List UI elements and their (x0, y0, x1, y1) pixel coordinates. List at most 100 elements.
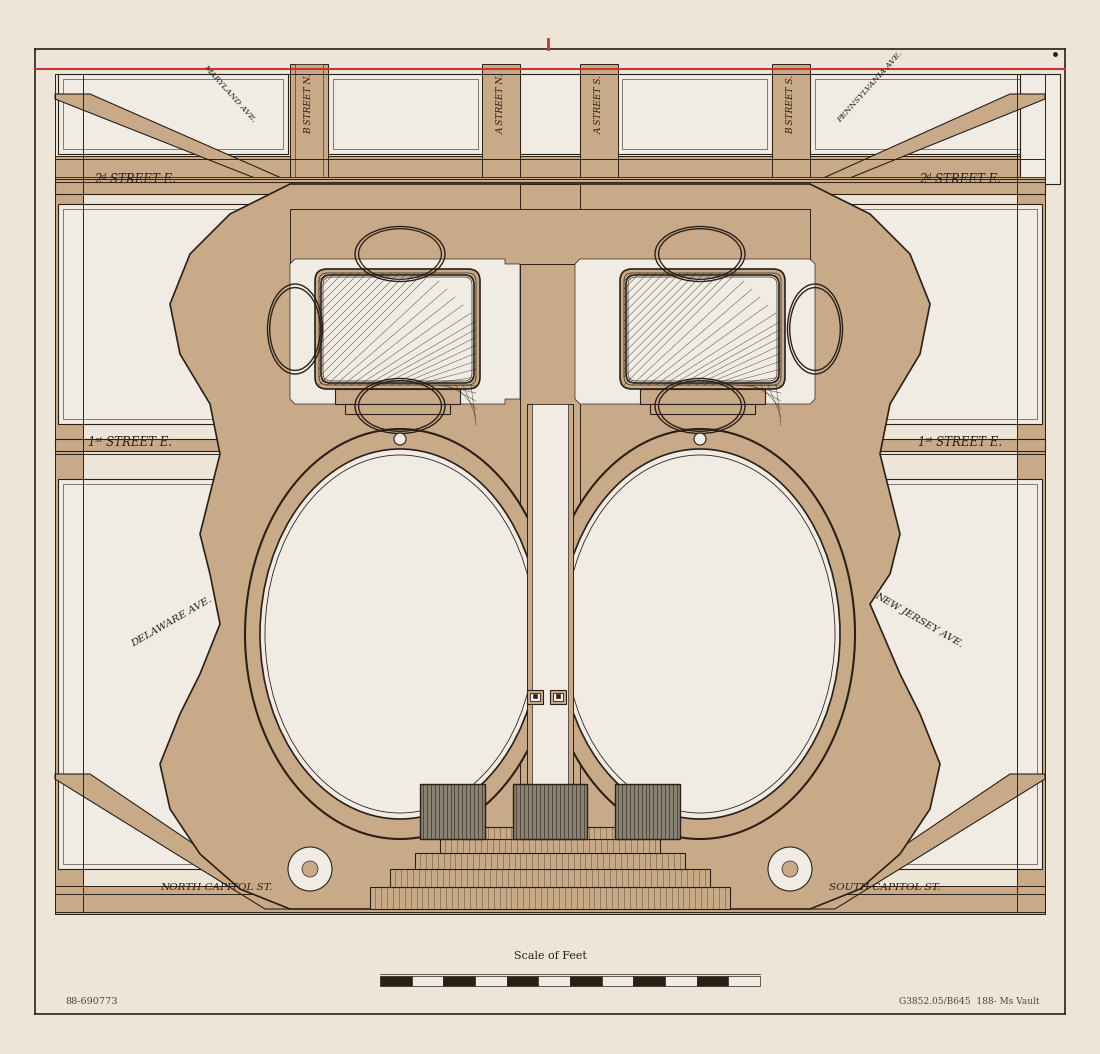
Text: DELAWARE AVE.: DELAWARE AVE. (130, 596, 214, 649)
Circle shape (394, 433, 406, 445)
Bar (55, 184, 82, 914)
Bar (55, 886, 1045, 914)
Text: B STREET S.: B STREET S. (786, 75, 795, 134)
Text: A STREET S.: A STREET S. (594, 75, 604, 134)
Text: A STREET N.: A STREET N. (496, 74, 506, 134)
Bar (527, 404, 573, 804)
Bar (295, 64, 323, 184)
Bar (817, 484, 1037, 864)
Bar (328, 74, 483, 154)
FancyBboxPatch shape (321, 275, 474, 383)
Bar (370, 887, 730, 909)
Polygon shape (160, 184, 940, 909)
Bar (812, 204, 1042, 424)
Text: 88-690773: 88-690773 (65, 997, 118, 1006)
Bar (420, 784, 485, 839)
Text: MARYLAND AVE.: MARYLAND AVE. (202, 63, 258, 124)
Text: 2ᵈ STREET E.: 2ᵈ STREET E. (94, 173, 176, 186)
Bar (534, 694, 537, 698)
Bar (55, 177, 1045, 182)
FancyBboxPatch shape (626, 275, 779, 383)
Ellipse shape (572, 462, 827, 806)
Text: SOUTH CAPITOL ST.: SOUTH CAPITOL ST. (828, 883, 940, 892)
Bar (55, 440, 290, 451)
Text: 2ᵈ STREET E.: 2ᵈ STREET E. (918, 173, 1001, 186)
Bar (634, 976, 665, 985)
Text: 1ˢᵗ STREET E.: 1ˢᵗ STREET E. (917, 436, 1002, 449)
Bar (333, 79, 478, 149)
Bar (290, 209, 810, 264)
Bar (817, 209, 1037, 419)
Bar (812, 479, 1042, 868)
Bar (336, 389, 460, 404)
Bar (58, 479, 288, 868)
Bar (556, 694, 560, 698)
Bar (440, 839, 660, 853)
Bar (666, 976, 696, 985)
FancyBboxPatch shape (315, 269, 480, 389)
Bar (290, 64, 328, 184)
Bar (345, 404, 450, 414)
Bar (640, 389, 764, 404)
Polygon shape (810, 774, 1045, 909)
Bar (615, 784, 680, 839)
Bar (475, 976, 507, 985)
Text: Scale of Feet: Scale of Feet (514, 951, 586, 961)
Bar (443, 976, 475, 985)
Bar (379, 976, 411, 985)
Text: NEW JERSEY AVE.: NEW JERSEY AVE. (873, 591, 965, 649)
Bar (810, 74, 1040, 154)
Bar (617, 74, 772, 154)
Bar (390, 868, 710, 887)
Bar (532, 404, 568, 799)
Bar (58, 204, 288, 424)
Bar (63, 484, 283, 864)
Text: PENNSYLVANIA AVE.: PENNSYLVANIA AVE. (836, 50, 904, 124)
Circle shape (288, 847, 332, 891)
FancyBboxPatch shape (620, 269, 785, 389)
Bar (696, 976, 728, 985)
Bar (1020, 74, 1060, 184)
Bar (55, 182, 1045, 194)
Bar (650, 404, 755, 414)
Bar (621, 79, 767, 149)
Text: B STREET N.: B STREET N. (305, 74, 314, 134)
Bar (465, 827, 635, 839)
Circle shape (302, 861, 318, 877)
Bar (63, 79, 283, 149)
Text: 1ˢᵗ STREET E.: 1ˢᵗ STREET E. (88, 436, 172, 449)
Text: G3852.05/B645  188- Ms Vault: G3852.05/B645 188- Ms Vault (900, 997, 1040, 1006)
Ellipse shape (544, 429, 855, 839)
Circle shape (768, 847, 812, 891)
Polygon shape (55, 94, 295, 184)
Bar (58, 74, 288, 154)
Polygon shape (575, 259, 815, 404)
Bar (415, 853, 685, 868)
Bar (513, 784, 587, 839)
Circle shape (694, 433, 706, 445)
Bar (527, 690, 543, 704)
Bar (550, 690, 566, 704)
Bar (411, 976, 443, 985)
Bar (810, 440, 1045, 451)
Bar (530, 692, 540, 701)
Bar (55, 156, 1045, 184)
Polygon shape (290, 259, 520, 404)
Bar (63, 209, 283, 419)
Bar (1018, 184, 1045, 914)
Bar (772, 64, 810, 184)
Bar (507, 976, 538, 985)
Bar (602, 976, 634, 985)
Bar (538, 976, 570, 985)
Bar (815, 79, 1035, 149)
Bar (553, 692, 563, 701)
Circle shape (782, 861, 797, 877)
Ellipse shape (273, 462, 528, 806)
Text: NORTH CAPITOL ST.: NORTH CAPITOL ST. (160, 883, 273, 892)
Bar (520, 74, 580, 154)
Polygon shape (810, 94, 1045, 184)
Bar (520, 184, 580, 909)
Bar (728, 976, 760, 985)
Bar (580, 64, 618, 184)
Bar (570, 976, 602, 985)
